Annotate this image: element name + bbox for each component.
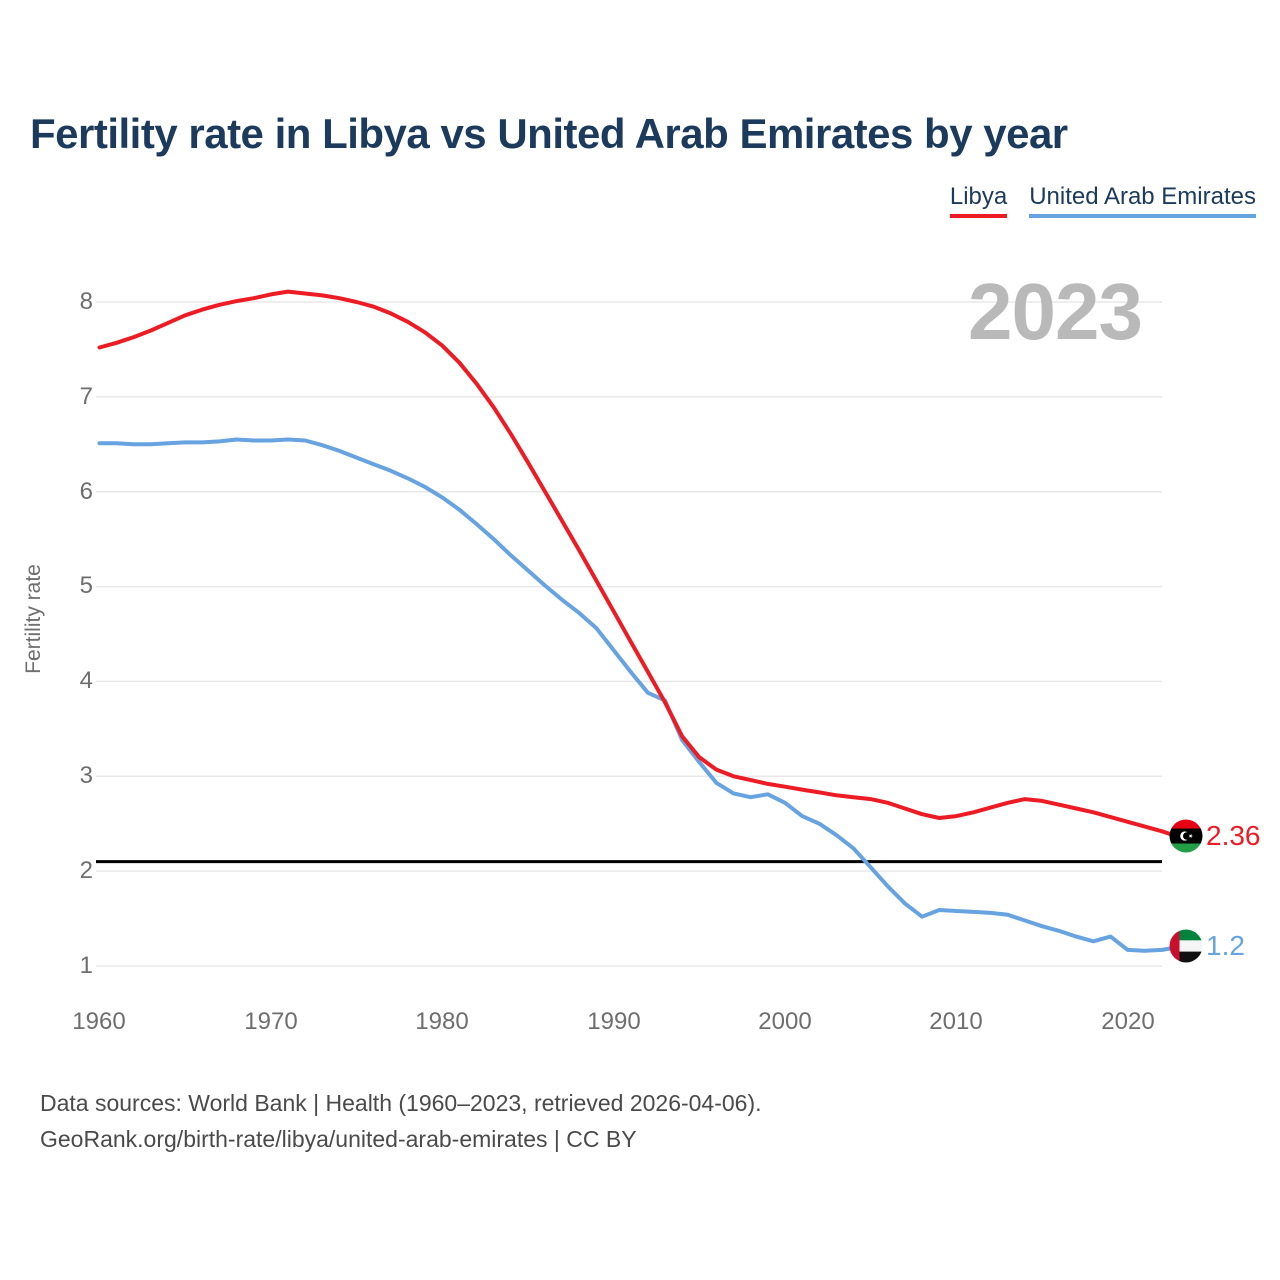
- x-tick: 1980: [415, 1008, 469, 1035]
- y-tick: 1: [79, 952, 93, 979]
- libya-flag-icon: [1169, 819, 1203, 853]
- y-tick: 6: [79, 478, 93, 505]
- end-value: 2.36: [1206, 820, 1261, 851]
- x-tick: 1960: [72, 1008, 126, 1035]
- series-line-united-arab-emirates: [97, 437, 1182, 953]
- legend-item-libya[interactable]: Libya: [949, 183, 1008, 218]
- page-title: Fertility rate in Libya vs United Arab E…: [30, 110, 1068, 157]
- x-tick: 2020: [1101, 1008, 1155, 1035]
- y-tick: 2: [79, 857, 93, 884]
- legend-item-uae[interactable]: United Arab Emirates: [1029, 183, 1256, 218]
- y-tick: 3: [79, 762, 93, 789]
- end-value: 1.2: [1206, 930, 1245, 961]
- attribution-line: GeoRank.org/birth-rate/libya/united-arab…: [40, 1126, 637, 1152]
- data-source-line: Data sources: World Bank | Health (1960–…: [40, 1090, 762, 1116]
- x-tick: 1970: [244, 1008, 298, 1035]
- y-axis-title: Fertility rate: [22, 564, 45, 674]
- y-tick: 8: [79, 288, 93, 315]
- uae-flag-icon: [1169, 929, 1203, 963]
- legend: Libya United Arab Emirates: [949, 183, 1256, 218]
- y-tick: 4: [79, 667, 93, 694]
- x-tick: 2010: [929, 1008, 983, 1035]
- y-tick: 7: [79, 383, 93, 410]
- y-tick: 5: [79, 572, 93, 599]
- x-tick: 2000: [758, 1008, 812, 1035]
- year-watermark: 2023: [968, 267, 1143, 356]
- series-line-libya: [97, 289, 1182, 839]
- x-tick: 1990: [587, 1008, 641, 1035]
